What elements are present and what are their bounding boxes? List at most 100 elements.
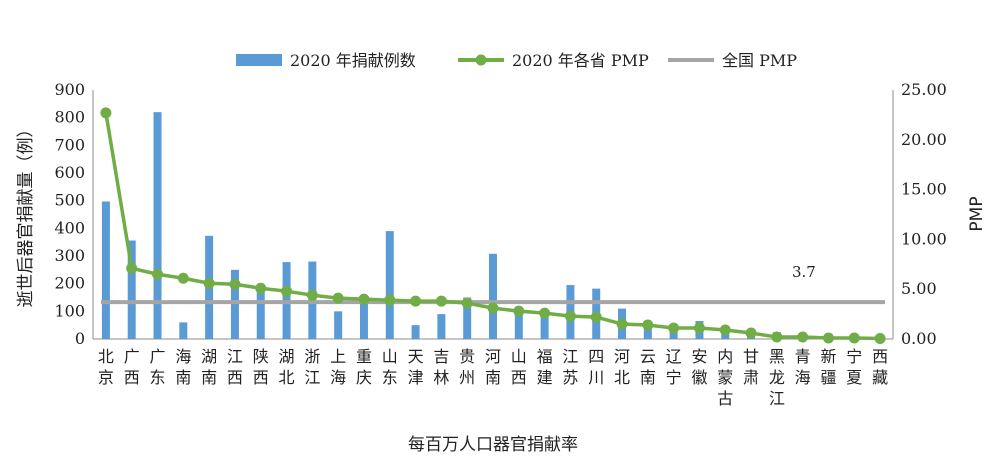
bar-河南 [489, 253, 497, 339]
category-label: 西藏 [872, 347, 888, 387]
category-label: 海南 [175, 347, 191, 387]
bar-云南 [643, 325, 652, 339]
bar-北京 [101, 201, 110, 339]
y-tick-label: 400 [54, 218, 85, 237]
category-label: 甘肃 [743, 347, 759, 387]
pmp-point-浙江 [306, 289, 318, 301]
bar-重庆 [359, 297, 368, 339]
category-label: 贵州 [459, 347, 475, 387]
y2-tick-label: 15.00 [901, 180, 947, 199]
province-pmp-series [100, 107, 886, 345]
category-label: 河北 [614, 347, 630, 387]
y-tick-label: 300 [54, 246, 85, 265]
legend: 2020 年捐献例数 2020 年各省 PMP 全国 PMP [236, 51, 797, 70]
bar-陕西 [256, 286, 265, 339]
bar-广东 [153, 112, 162, 339]
pmp-point-陕西 [255, 282, 267, 294]
y2-tick-label: 0.00 [901, 329, 937, 348]
category-label: 青海 [795, 347, 811, 387]
legend-label-bar: 2020 年捐献例数 [290, 51, 416, 70]
right-axis-ticks: 0.00 5.00 10.00 15.00 20.00 25.00 [901, 80, 947, 348]
y2-tick-label: 5.00 [901, 279, 937, 298]
pmp-point-山东 [384, 294, 396, 306]
pmp-point-内蒙古 [719, 324, 731, 336]
category-label: 黑龙江 [769, 347, 785, 408]
category-label: 内蒙古 [717, 347, 733, 408]
category-label: 北京 [98, 347, 114, 387]
category-label: 宁夏 [846, 347, 862, 387]
bar-广西 [127, 240, 136, 339]
bar-天津 [411, 325, 420, 339]
pmp-point-四川 [590, 311, 602, 323]
bar-上海 [334, 311, 343, 339]
category-label: 吉林 [433, 347, 449, 387]
pmp-point-湖北 [281, 285, 293, 297]
category-label: 江西 [227, 347, 243, 387]
y-tick-label: 200 [54, 274, 85, 293]
bar-山东 [385, 231, 394, 339]
pmp-point-辽宁 [668, 322, 680, 334]
national-pmp-annotation: 3.7 [792, 263, 816, 281]
bar-贵州 [463, 297, 472, 339]
y2-tick-label: 20.00 [901, 130, 947, 149]
pmp-point-湖南 [203, 277, 215, 289]
category-label: 天津 [408, 347, 424, 387]
legend-label-national-pmp: 全国 PMP [722, 51, 797, 70]
pmp-point-吉林 [435, 295, 447, 307]
legend-marker-province-pmp [475, 54, 487, 66]
y2-tick-label: 10.00 [901, 229, 947, 248]
y-axis-title: 逝世后器官捐献量（例） [16, 121, 36, 308]
y2-tick-label: 25.00 [901, 80, 947, 99]
category-label: 广西 [124, 347, 140, 387]
left-axis-ticks: 0 100 200 300 400 500 600 700 800 900 [54, 80, 85, 348]
category-label: 重庆 [356, 347, 372, 387]
y-tick-label: 0 [75, 329, 85, 348]
x-axis-title: 每百万人口器官捐献率 [408, 435, 578, 455]
pmp-point-天津 [410, 295, 422, 307]
category-label: 安徽 [691, 347, 707, 387]
pmp-point-河南 [487, 302, 499, 314]
pmp-point-山西 [513, 305, 525, 317]
pmp-point-新疆 [822, 332, 834, 344]
y-tick-label: 800 [54, 108, 85, 127]
y-tick-label: 700 [54, 135, 85, 154]
legend-swatch-bar [236, 54, 282, 66]
category-labels: 北京广西广东海南湖南江西陕西湖北浙江上海重庆山东天津吉林贵州河南山西福建江苏四川… [98, 347, 888, 408]
category-label: 河南 [485, 347, 501, 387]
category-label: 湖北 [279, 347, 295, 387]
pmp-point-贵州 [461, 297, 473, 309]
pmp-point-北京 [100, 107, 112, 119]
y-tick-label: 600 [54, 163, 85, 182]
y-tick-label: 100 [54, 301, 85, 320]
y-tick-label: 500 [54, 191, 85, 210]
category-label: 广东 [150, 347, 166, 387]
pmp-point-黑龙江 [771, 331, 783, 343]
bar-海南 [179, 322, 188, 339]
category-label: 陕西 [253, 347, 269, 387]
category-label: 云南 [640, 347, 656, 387]
bar-山西 [514, 311, 523, 339]
y-tick-label: 900 [54, 80, 85, 99]
pmp-point-云南 [642, 319, 654, 331]
category-label: 浙江 [304, 347, 320, 387]
legend-label-province-pmp: 2020 年各省 PMP [512, 51, 649, 70]
category-label: 辽宁 [666, 347, 682, 387]
pmp-point-青海 [797, 331, 809, 343]
y2-axis-title: PMP [967, 196, 987, 231]
pmp-point-安徽 [693, 322, 705, 334]
category-label: 四川 [588, 347, 604, 387]
category-label: 上海 [330, 347, 346, 387]
pmp-point-海南 [177, 272, 189, 284]
pmp-point-重庆 [358, 293, 370, 305]
bar-吉林 [437, 314, 446, 339]
pmp-point-甘肃 [745, 327, 757, 339]
bar-江西 [230, 269, 239, 339]
pmp-point-西藏 [874, 333, 886, 345]
pmp-point-广东 [152, 268, 164, 280]
category-label: 湖南 [201, 347, 217, 387]
pmp-point-福建 [539, 307, 551, 319]
pmp-point-江苏 [564, 310, 576, 322]
category-label: 江苏 [562, 347, 578, 387]
category-label: 山东 [382, 347, 398, 387]
